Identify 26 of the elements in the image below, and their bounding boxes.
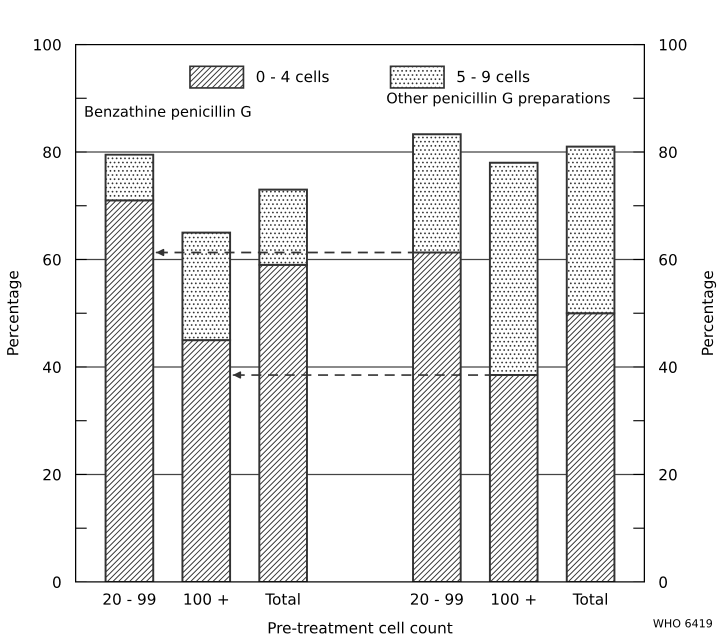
y2-tick-label: 0 — [659, 576, 667, 588]
y-tick-label: 0 — [53, 576, 61, 588]
legend-label: 5 - 9 cells — [457, 70, 530, 82]
y2-tick-label: 40 — [659, 361, 677, 373]
y2-axis-title: Percentage — [702, 271, 716, 355]
x-tick-label: Total — [572, 593, 607, 605]
x-tick-label: Total — [265, 593, 300, 605]
legend-label: 0 - 4 cells — [256, 70, 329, 82]
y-tick-label: 100 — [34, 38, 61, 51]
y2-tick-label: 100 — [660, 38, 686, 51]
text: WHO 6419 — [653, 619, 712, 628]
y-tick-label: 60 — [43, 254, 61, 266]
x-tick-label: 20 - 99 — [103, 593, 156, 605]
annotation: Benzathine penicillin G — [85, 106, 250, 120]
y2-tick-label: 20 — [659, 468, 677, 480]
y-tick-label: 40 — [43, 361, 61, 373]
y-tick-label: 20 — [43, 468, 61, 480]
y-tick-label: 80 — [43, 146, 61, 158]
x-axis-title: Pre-treatment cell count — [268, 622, 452, 634]
annotation: Other penicillin G preparations — [387, 92, 610, 106]
x-tick-label: 20 - 99 — [410, 593, 463, 605]
y2-tick-label: 60 — [659, 254, 677, 266]
x-tick-label: 100 + — [492, 593, 536, 605]
x-tick-label: 100 + — [184, 593, 228, 605]
y-axis-title: Percentage — [7, 271, 22, 355]
y2-tick-label: 80 — [659, 146, 677, 158]
